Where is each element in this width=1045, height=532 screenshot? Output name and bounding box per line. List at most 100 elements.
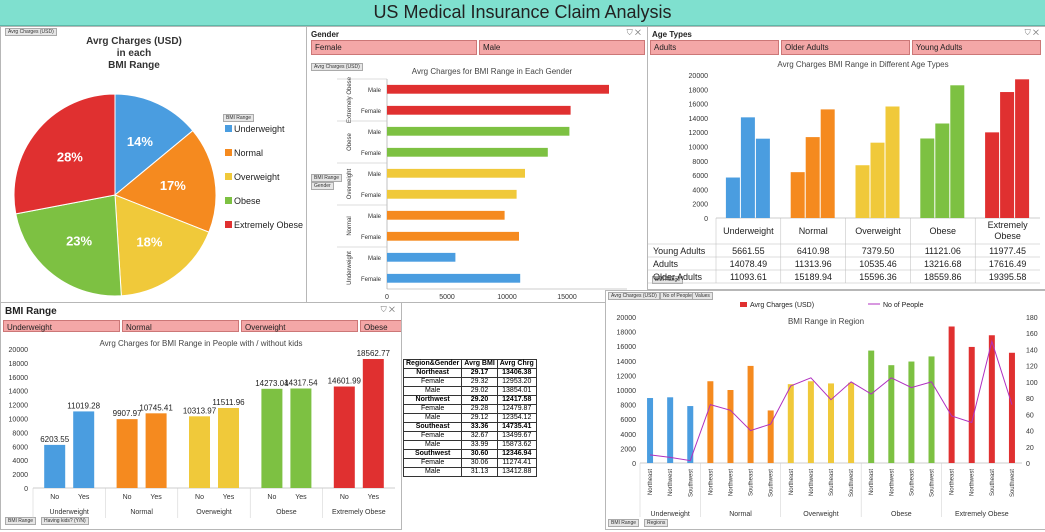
pie-field-tag[interactable]: Avrg Charges (USD) bbox=[5, 28, 57, 36]
region-y2-tick: 60 bbox=[1026, 412, 1034, 419]
gender-chart-tag[interactable]: Avrg Charges (USD) bbox=[311, 63, 363, 71]
region-bar bbox=[988, 335, 995, 463]
table-cell: Southeast bbox=[402, 422, 463, 432]
region-cat-label: Overweight bbox=[803, 511, 838, 518]
table-row: Female 30.06 11274.41 bbox=[402, 458, 537, 468]
age-table-value: 14078.49 bbox=[730, 259, 768, 269]
region-bar bbox=[787, 384, 794, 463]
gender-bar bbox=[387, 252, 456, 262]
age-bar bbox=[870, 142, 885, 218]
region-bar bbox=[747, 365, 754, 463]
region-y2-tick: 0 bbox=[1026, 461, 1030, 468]
region-legend-label: Avrg Charges (USD) bbox=[750, 302, 814, 309]
kids-bmi-tag[interactable]: BMI Range bbox=[5, 517, 37, 525]
table-cell: 30.06 bbox=[461, 458, 498, 468]
gender-slicer-item-female[interactable]: Female bbox=[311, 40, 477, 55]
age-bmi-tag[interactable]: BMI Range bbox=[652, 276, 684, 284]
kids-cat-label: Normal bbox=[130, 509, 153, 516]
kids-cat-label: Overweight bbox=[196, 509, 231, 516]
kids-sub-label: No bbox=[340, 494, 349, 501]
bmi-slicer-item-underweight[interactable]: Underweight bbox=[3, 320, 120, 332]
region-tag-a[interactable]: Avrg Charges (USD) bbox=[608, 292, 660, 300]
region-y-tick: 16000 bbox=[617, 344, 637, 351]
pie-title-line: BMI Range bbox=[108, 60, 160, 71]
age-chart-title: Avrg Charges BMI Range in Different Age … bbox=[777, 60, 948, 69]
region-table-header: Avrg Chrg bbox=[496, 359, 537, 369]
kids-field-tag[interactable]: Having kids? (Y/N) bbox=[41, 517, 89, 525]
kids-bar bbox=[218, 407, 239, 488]
gender-g-tag[interactable]: Gender bbox=[311, 182, 334, 190]
kids-y-tick: 10000 bbox=[9, 417, 29, 424]
gender-row-label: Male bbox=[368, 130, 382, 136]
region-bar bbox=[707, 381, 714, 463]
pie-data-label: 28% bbox=[57, 150, 83, 165]
age-bar bbox=[725, 177, 740, 218]
pie-slice bbox=[114, 129, 217, 233]
region-y2-tick: 180 bbox=[1026, 315, 1038, 322]
filter-clear-icon[interactable]: ⛉ ✕ bbox=[1024, 28, 1039, 37]
kids-bar bbox=[189, 416, 210, 488]
gender-row-label: Male bbox=[368, 88, 382, 94]
table-cell: Female bbox=[402, 431, 463, 441]
kids-data-label: 14601.99 bbox=[328, 377, 362, 386]
pie-data-label: 14% bbox=[127, 134, 153, 149]
bmi-slicer-item-obese[interactable]: Obese bbox=[360, 320, 401, 332]
table-row: Male 29.02 13854.01 bbox=[402, 386, 537, 396]
gender-group-label: Normal bbox=[347, 216, 353, 235]
region-tag-c[interactable]: Values bbox=[692, 292, 713, 300]
region-bmi-tag[interactable]: BMI Range bbox=[608, 519, 640, 527]
region-x-tick: Northwest bbox=[809, 469, 815, 496]
filter-clear-icon[interactable]: ⛉ ✕ bbox=[626, 28, 641, 37]
gender-chart: Avrg Charges for BMI Range in Each Gende… bbox=[337, 67, 627, 301]
region-bar bbox=[928, 356, 935, 463]
table-cell: 29.28 bbox=[461, 404, 498, 414]
region-y2-tick: 160 bbox=[1026, 331, 1038, 338]
gender-slicer-item-male[interactable]: Male bbox=[479, 40, 645, 55]
table-cell: 29.32 bbox=[461, 377, 498, 387]
table-row: Female 29.28 12479.87 bbox=[402, 404, 537, 414]
region-table-wrap: Region&Gender Avrg BMI Avrg Chrg Northeast 2… bbox=[402, 359, 537, 477]
age-bar bbox=[885, 106, 900, 218]
age-slicer-item-older-adults[interactable]: Older Adults bbox=[781, 40, 910, 55]
region-y-tick: 10000 bbox=[617, 388, 637, 395]
age-slicer-item-adults[interactable]: Adults bbox=[650, 40, 779, 55]
region-y2-tick: 100 bbox=[1026, 380, 1038, 387]
age-table-value: 11093.61 bbox=[730, 272, 767, 282]
table-cell: 12354.12 bbox=[496, 413, 537, 423]
bmi-slicer-item-normal[interactable]: Normal bbox=[122, 320, 239, 332]
region-bar bbox=[848, 382, 855, 463]
age-slicer-item-young-adults[interactable]: Young Adults bbox=[912, 40, 1041, 55]
gender-bar bbox=[387, 210, 505, 220]
pie-slicer-tag[interactable]: BMI Range bbox=[223, 114, 255, 122]
region-y-tick: 2000 bbox=[620, 446, 636, 453]
filter-clear-icon[interactable]: ⛉ ✕ bbox=[380, 305, 395, 314]
pie-legend-label: Extremely Obese bbox=[234, 220, 303, 230]
table-row: Male 31.13 13412.88 bbox=[402, 467, 537, 477]
region-reg-tag[interactable]: Regions bbox=[644, 519, 669, 527]
kids-sub-label: Yes bbox=[295, 494, 307, 501]
table-cell: 29.17 bbox=[461, 368, 498, 378]
kids-bar bbox=[261, 388, 283, 488]
age-bar bbox=[950, 85, 965, 218]
gender-row-label: Female bbox=[361, 193, 382, 199]
region-bar bbox=[807, 381, 814, 463]
table-row: Northwest 29.20 12417.58 bbox=[402, 395, 537, 405]
gender-bmi-tag[interactable]: BMI Range bbox=[311, 174, 343, 182]
table-cell: 29.20 bbox=[461, 395, 498, 405]
age-table-value: 15189.94 bbox=[794, 272, 832, 282]
age-table-value: 7379.50 bbox=[862, 246, 895, 256]
gender-row-label: Female bbox=[361, 151, 382, 157]
pie-data-label: 17% bbox=[160, 178, 186, 193]
bmi-slicer-item-overweight[interactable]: Overweight bbox=[241, 320, 358, 332]
kids-data-label: 14317.54 bbox=[284, 378, 318, 387]
region-x-tick: Northwest bbox=[728, 469, 734, 496]
table-cell: 31.13 bbox=[461, 467, 498, 477]
age-table-value: 18559.86 bbox=[924, 272, 962, 282]
age-bar bbox=[985, 132, 1000, 218]
table-cell: 29.02 bbox=[461, 386, 498, 396]
kids-bar bbox=[116, 419, 138, 488]
region-cat-label: Obese bbox=[891, 511, 912, 518]
age-y-tick: 20000 bbox=[689, 73, 709, 80]
region-y-tick: 14000 bbox=[617, 359, 637, 366]
table-cell: 12953.20 bbox=[496, 377, 537, 387]
